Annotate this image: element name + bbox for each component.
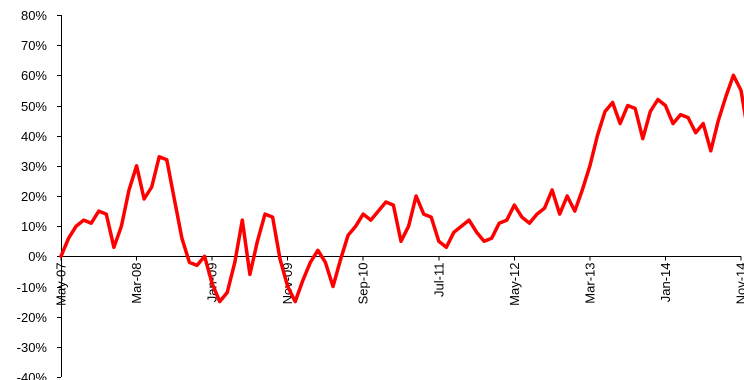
y-tick-label: -40% [17, 370, 48, 380]
x-tick-label: Sep-10 [356, 263, 371, 305]
series-lines [59, 73, 744, 304]
y-tick-label: 50% [21, 99, 47, 114]
y-axis: -40% -30% -20% -10% 0% 10% 20% 30% 40% 50% 60% 70% 8… [17, 8, 62, 380]
x-tick-label: Mar-13 [582, 263, 597, 304]
x-tick-label: Mar-08 [129, 263, 144, 304]
y-tick-label: 0% [28, 249, 47, 264]
series-line [59, 73, 744, 304]
y-tick-label: 10% [21, 219, 47, 234]
y-tick-label: 70% [21, 38, 47, 53]
x-tick-label: Jul-11 [431, 263, 446, 297]
y-tick-label: 40% [21, 129, 47, 144]
x-axis: May-07 Mar-08 Jan-09 Nov-09 Sep-10 Jul-11 May-… [54, 256, 744, 306]
x-tick-label: Nov-14 [734, 263, 744, 305]
x-tick-label: May-07 [54, 263, 69, 306]
y-tick-label: 80% [21, 8, 47, 23]
x-tick-label: May-12 [507, 263, 522, 306]
y-tick-label: -10% [17, 280, 48, 295]
x-tick-label: Jan-14 [658, 263, 673, 303]
y-tick-label: 20% [21, 189, 47, 204]
y-tick-label: 60% [21, 68, 47, 83]
y-tick-label: -20% [17, 310, 48, 325]
y-tick-label: 30% [21, 159, 47, 174]
y-tick-label: -30% [17, 340, 48, 355]
